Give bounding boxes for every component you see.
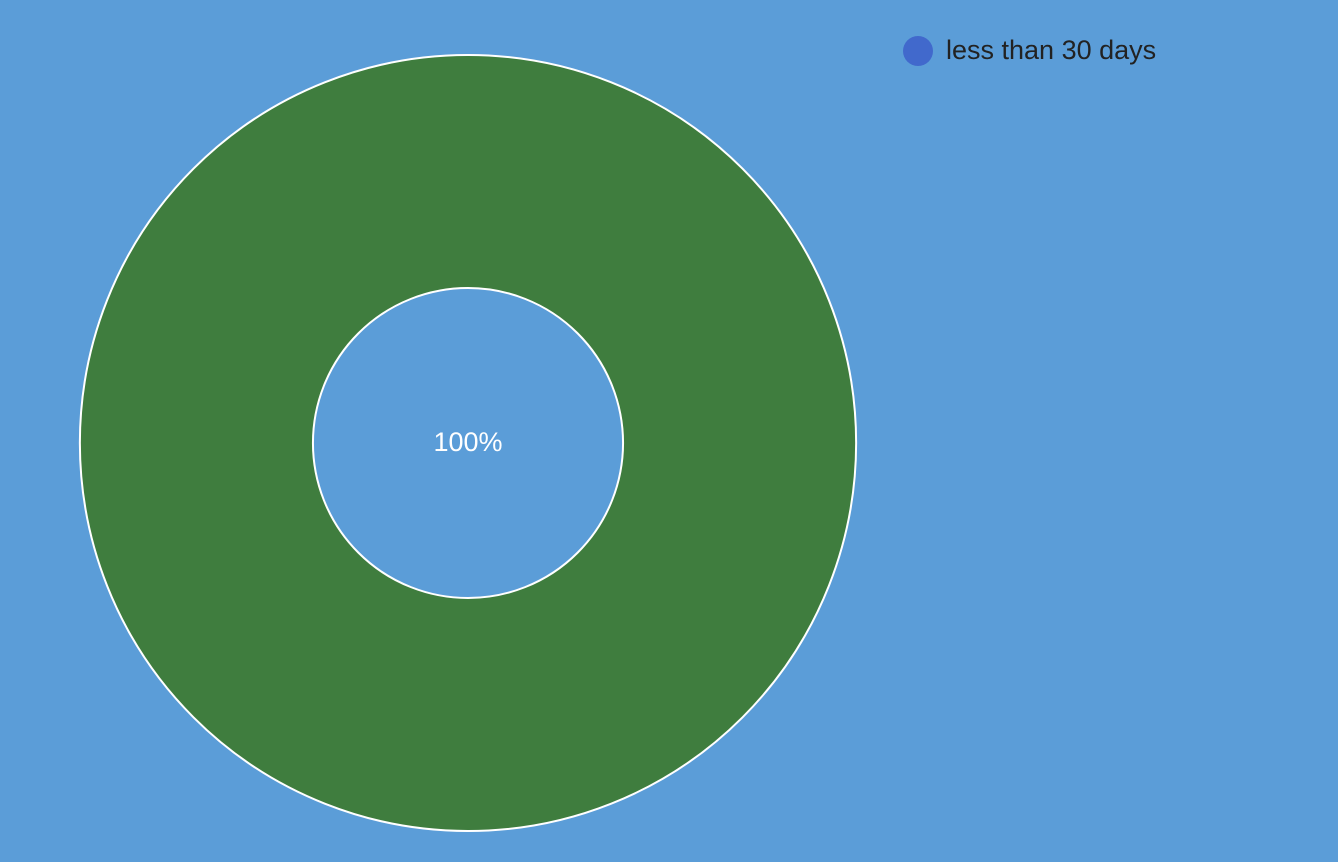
legend-label: less than 30 days [946, 35, 1156, 65]
legend-marker [903, 36, 933, 66]
slice-label: 100% [433, 427, 502, 457]
donut-slice [79, 53, 857, 833]
